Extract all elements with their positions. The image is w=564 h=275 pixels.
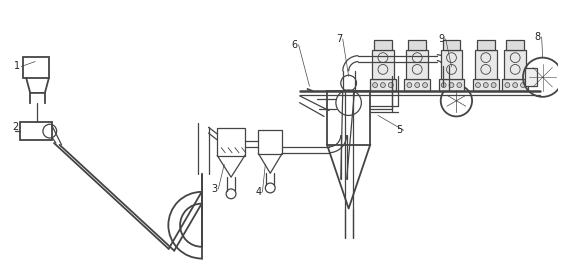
- Bar: [525, 68, 537, 86]
- Circle shape: [513, 82, 518, 87]
- Bar: [477, 40, 495, 50]
- Bar: [404, 79, 430, 91]
- Text: 8: 8: [535, 32, 541, 42]
- Bar: [374, 40, 392, 50]
- Bar: [504, 50, 526, 79]
- Text: 3: 3: [212, 184, 218, 194]
- Circle shape: [373, 82, 377, 87]
- Circle shape: [491, 82, 496, 87]
- Circle shape: [505, 82, 510, 87]
- Bar: [503, 79, 528, 91]
- Circle shape: [521, 82, 526, 87]
- Text: 7: 7: [336, 34, 342, 44]
- Text: 1: 1: [15, 62, 20, 72]
- Bar: [506, 40, 524, 50]
- Bar: [439, 79, 464, 91]
- Circle shape: [422, 82, 428, 87]
- Bar: [217, 128, 245, 156]
- Circle shape: [449, 82, 454, 87]
- Text: 6: 6: [292, 40, 298, 50]
- Bar: [23, 57, 49, 78]
- Bar: [258, 130, 282, 154]
- Bar: [327, 91, 370, 145]
- Bar: [20, 122, 52, 140]
- Circle shape: [483, 82, 488, 87]
- Circle shape: [415, 82, 420, 87]
- Text: 5: 5: [396, 125, 403, 135]
- Bar: [443, 40, 460, 50]
- Bar: [372, 50, 394, 79]
- Circle shape: [388, 82, 393, 87]
- Bar: [370, 79, 396, 91]
- Text: 9: 9: [439, 34, 445, 44]
- Bar: [473, 79, 499, 91]
- Bar: [408, 40, 426, 50]
- Circle shape: [441, 82, 446, 87]
- Text: 4: 4: [255, 187, 262, 197]
- Circle shape: [457, 82, 462, 87]
- Text: 2: 2: [12, 122, 19, 132]
- Circle shape: [407, 82, 412, 87]
- Circle shape: [381, 82, 385, 87]
- Bar: [475, 50, 496, 79]
- Bar: [440, 50, 462, 79]
- Circle shape: [475, 82, 481, 87]
- Bar: [407, 50, 428, 79]
